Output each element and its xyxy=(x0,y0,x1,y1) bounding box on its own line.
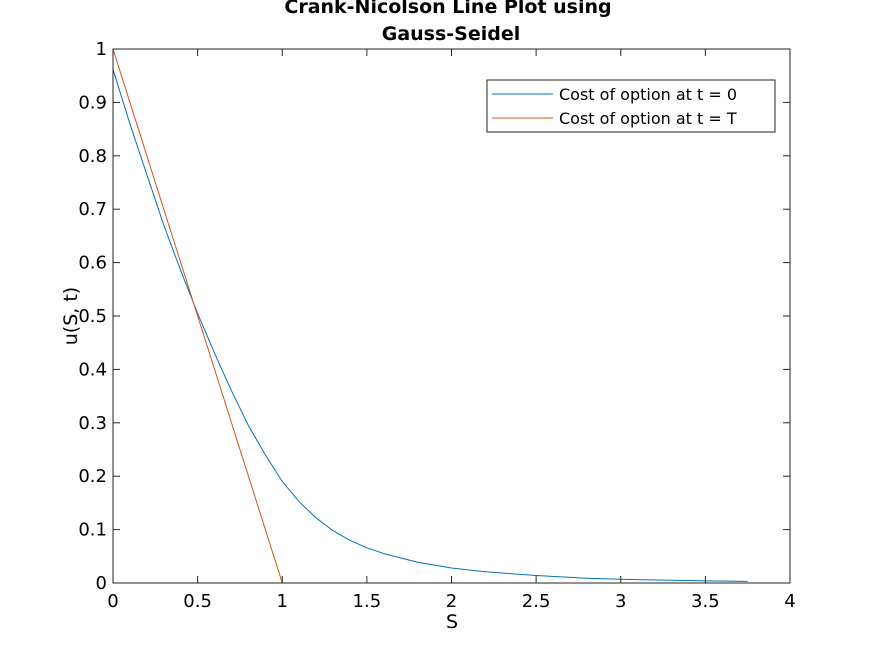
y-tick-label: 0.1 xyxy=(78,520,107,541)
y-tick-label: 0.3 xyxy=(78,413,107,434)
x-tick-label: 0.5 xyxy=(183,591,212,612)
plot-area: 0 0.5 1 1.5 2 2.5 3 3.5 4 0 0.1 0.2 0.3 0.4 0.5 0.6 0.7 0… xyxy=(78,39,795,612)
tick-layer: 0 0.5 1 1.5 2 2.5 3 3.5 4 0 0.1 0.2 0.3 0.4 0.5 0.6 0.7 0… xyxy=(78,39,795,612)
x-tick-label: 4 xyxy=(784,591,795,612)
y-tick-label: 0.2 xyxy=(78,466,107,487)
chart-title: Crank-Nicolson Line Plot using Gauss-Sei… xyxy=(284,0,611,45)
y-tick-label: 0.9 xyxy=(78,92,107,113)
x-axis-label: S xyxy=(446,611,458,633)
legend-label-series-1: Cost of option at t = 0 xyxy=(559,85,737,104)
x-tick-label: 3 xyxy=(615,591,626,612)
y-tick-label: 0.8 xyxy=(78,146,107,167)
x-tick-label: 3.5 xyxy=(691,591,720,612)
x-tick-label: 2.5 xyxy=(522,591,551,612)
y-tick-label: 0.6 xyxy=(78,253,107,274)
y-axis-label: u(S, t) xyxy=(60,287,82,345)
chart-title-line-2: Gauss-Seidel xyxy=(382,23,521,45)
y-tick-label: 0.4 xyxy=(78,359,107,380)
x-tick-label: 1.5 xyxy=(353,591,382,612)
y-tick-label: 1 xyxy=(96,39,107,60)
y-tick-label: 0 xyxy=(96,573,107,594)
y-tick-label: 0.7 xyxy=(78,199,107,220)
legend-label-series-2: Cost of option at t = T xyxy=(559,109,737,128)
chart-title-line-1: Crank-Nicolson Line Plot using xyxy=(284,0,611,18)
legend-box xyxy=(486,79,776,133)
x-tick-label: 0 xyxy=(107,591,118,612)
series-line-1 xyxy=(112,69,748,582)
x-tick-label: 2 xyxy=(446,591,457,612)
x-tick-label: 1 xyxy=(277,591,288,612)
y-tick-label: 0.5 xyxy=(78,306,107,327)
legend: Cost of option at t = 0 Cost of option a… xyxy=(486,79,776,133)
